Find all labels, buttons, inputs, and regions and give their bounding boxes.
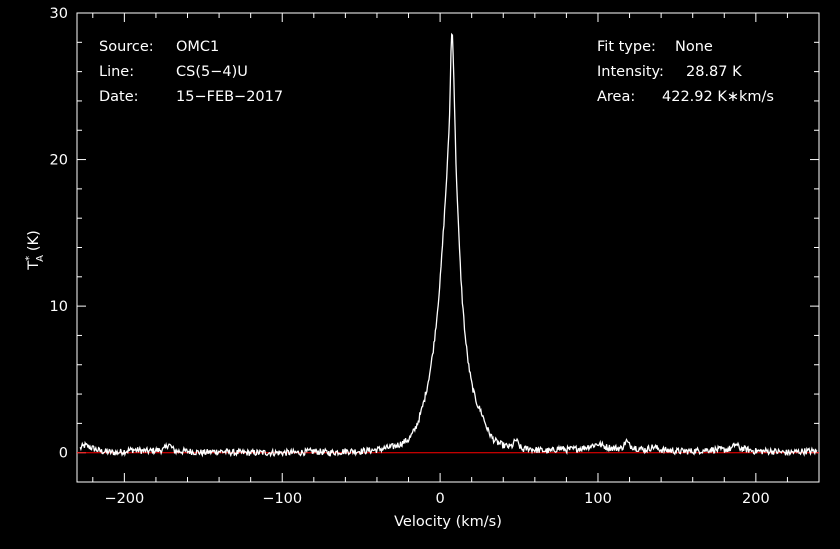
y-tick-label: 30 [50,6,68,22]
date-value: 15−FEB−2017 [176,89,283,105]
y-axis-label: T*A (K) [24,230,46,271]
x-axis-ticks: −200 −100 0 100 200 [92,13,820,507]
source-value: OMC1 [176,39,219,55]
area-label: Area: [597,89,635,105]
area-value: 422.92 K∗km/s [662,89,774,105]
intensity-label: Intensity: [597,64,664,80]
x-tick-label: −200 [104,491,144,507]
intensity-value: 28.87 K [686,64,742,80]
fit-type-value: None [675,39,713,55]
y-tick-label: 20 [50,153,68,169]
y-tick-label: 0 [59,446,68,462]
x-tick-label: 0 [435,491,444,507]
line-label: Line: [99,64,134,80]
x-axis-label: Velocity (km/s) [394,514,502,530]
fit-type-label: Fit type: [597,39,656,55]
x-tick-label: 100 [584,491,612,507]
date-label: Date: [99,89,139,105]
source-label: Source: [99,39,154,55]
x-tick-label: 200 [742,491,770,507]
y-tick-label: 10 [50,299,68,315]
line-value: CS(5−4)U [176,64,248,80]
spectrum-line [79,32,818,458]
y-axis-label-sup: * [24,256,35,261]
y-axis-label-sub: A [35,255,46,262]
y-axis-label-main: T [26,261,42,271]
x-tick-label: −100 [262,491,302,507]
svg-text:T*A(K): T*A (K) [24,230,46,271]
y-axis-label-unit: (K) [26,230,42,251]
